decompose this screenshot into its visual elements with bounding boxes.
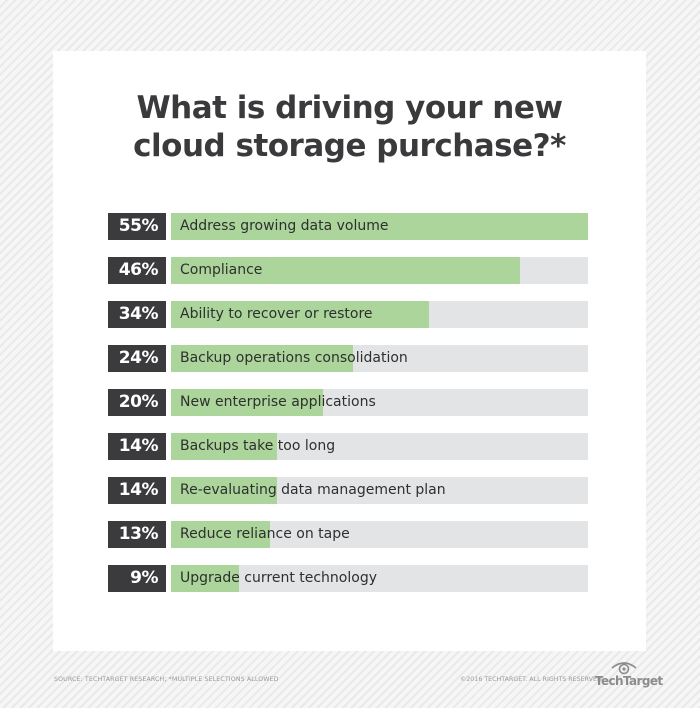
bar-label: Re-evaluating data management plan bbox=[180, 482, 446, 498]
bar-label: Upgrade current technology bbox=[180, 570, 377, 586]
bar-label: Address growing data volume bbox=[180, 218, 389, 234]
bar-label: Reduce reliance on tape bbox=[180, 526, 350, 542]
bar-row: 24% Backup operations consolidation bbox=[108, 345, 588, 372]
eye-icon bbox=[611, 662, 637, 675]
bar-track: Backup operations consolidation bbox=[171, 345, 588, 372]
bar-track: Ability to recover or restore bbox=[171, 301, 588, 328]
percent-badge: 14% bbox=[108, 477, 166, 504]
bar-fill bbox=[171, 521, 270, 548]
percent-badge: 34% bbox=[108, 301, 166, 328]
percent-badge: 46% bbox=[108, 257, 166, 284]
percent-badge: 20% bbox=[108, 389, 166, 416]
bar-fill bbox=[171, 389, 323, 416]
bar-track: Re-evaluating data management plan bbox=[171, 477, 588, 504]
bar-track: Upgrade current technology bbox=[171, 565, 588, 592]
bar-row: 13% Reduce reliance on tape bbox=[108, 521, 588, 548]
bar-row: 55% Address growing data volume bbox=[108, 213, 588, 240]
bar-row: 20% New enterprise applications bbox=[108, 389, 588, 416]
source-note: SOURCE: TECHTARGET RESEARCH; *MULTIPLE S… bbox=[54, 676, 279, 683]
bar-row: 14% Backups take too long bbox=[108, 433, 588, 460]
bar-track: Backups take too long bbox=[171, 433, 588, 460]
bar-track: Reduce reliance on tape bbox=[171, 521, 588, 548]
bar-label: Backups take too long bbox=[180, 438, 336, 454]
chart-title: What is driving your new cloud storage p… bbox=[53, 89, 646, 165]
percent-badge: 13% bbox=[108, 521, 166, 548]
copyright-note: ©2016 TECHTARGET. ALL RIGHTS RESERVED bbox=[460, 676, 602, 683]
percent-badge: 9% bbox=[108, 565, 166, 592]
bar-row: 34% Ability to recover or restore bbox=[108, 301, 588, 328]
percent-badge: 55% bbox=[108, 213, 166, 240]
bar-fill bbox=[171, 345, 353, 372]
percent-badge: 14% bbox=[108, 433, 166, 460]
bar-fill bbox=[171, 565, 240, 592]
bar-track: Compliance bbox=[171, 257, 588, 284]
bar-row: 9% Upgrade current technology bbox=[108, 565, 588, 592]
bar-label: Compliance bbox=[180, 262, 263, 278]
bar-fill bbox=[171, 433, 278, 460]
chart-card: What is driving your new cloud storage p… bbox=[53, 51, 646, 651]
bar-row: 14% Re-evaluating data management plan bbox=[108, 477, 588, 504]
bar-row: 46% Compliance bbox=[108, 257, 588, 284]
bar-track: New enterprise applications bbox=[171, 389, 588, 416]
bar-fill bbox=[171, 477, 278, 504]
bar-fill bbox=[171, 257, 520, 284]
bar-fill bbox=[171, 213, 588, 240]
bar-track: Address growing data volume bbox=[171, 213, 588, 240]
techtarget-logo: TechTarget bbox=[595, 659, 663, 689]
percent-badge: 24% bbox=[108, 345, 166, 372]
bar-label: Backup operations consolidation bbox=[180, 350, 408, 366]
bar-fill bbox=[171, 301, 429, 328]
brand-name: TechTarget bbox=[595, 674, 663, 688]
bar-label: New enterprise applications bbox=[180, 394, 376, 410]
bar-label: Ability to recover or restore bbox=[180, 306, 373, 322]
title-line-2: cloud storage purchase?* bbox=[133, 128, 566, 164]
title-line-1: What is driving your new bbox=[136, 90, 563, 126]
